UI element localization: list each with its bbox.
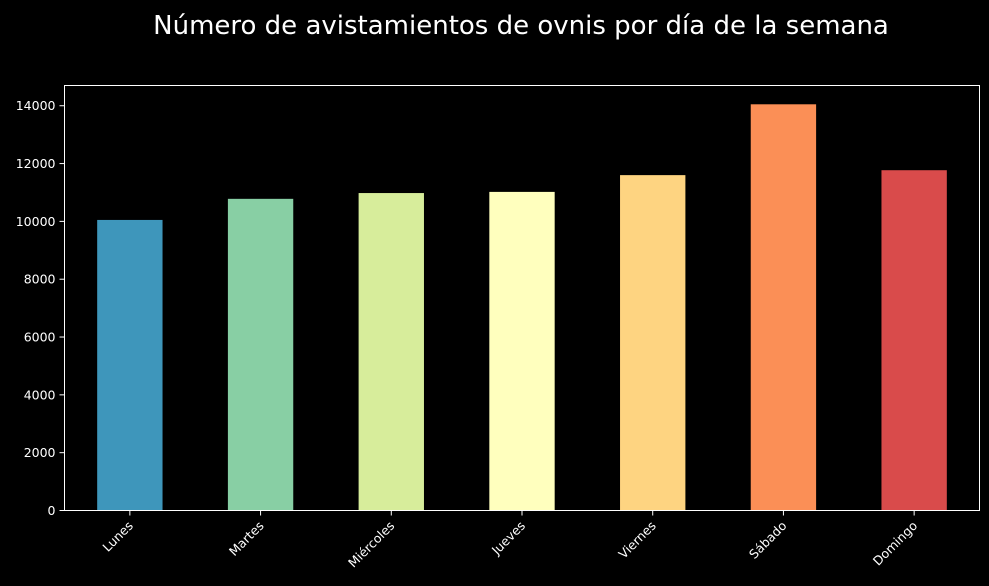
x-tick-label: Martes <box>226 518 267 559</box>
bar-sabado <box>750 104 817 511</box>
bar-lunes <box>97 219 163 511</box>
plot-frame <box>64 85 980 511</box>
y-tick-label: 6000 <box>24 330 56 345</box>
y-tick-label: 2000 <box>24 445 56 460</box>
x-tick-label: Sábado <box>746 518 790 562</box>
bar-miercoles <box>358 193 424 511</box>
x-axis-ticks: Lunes Martes Miércoles Jueves Viernes Sábado D… <box>99 510 921 570</box>
x-tick-label: Viernes <box>615 518 658 561</box>
x-tick-label: Lunes <box>99 518 136 555</box>
y-tick-label: 4000 <box>24 387 56 402</box>
bar-jueves <box>489 191 555 511</box>
y-axis-ticks: 0 2000 4000 6000 8000 10000 12000 14000 <box>16 98 65 518</box>
y-tick-label: 8000 <box>24 272 56 287</box>
y-tick-label: 12000 <box>16 156 56 171</box>
chart-title: Número de avistamientos de ovnis por día… <box>153 11 889 41</box>
bar-martes <box>227 198 294 511</box>
bar-viernes <box>620 175 686 511</box>
bars-layer <box>97 104 947 511</box>
y-tick-label: 10000 <box>16 214 56 229</box>
y-tick-label: 14000 <box>16 98 56 113</box>
y-tick-label: 0 <box>48 503 56 518</box>
bar-domingo <box>881 170 947 511</box>
x-tick-label: Miércoles <box>345 518 397 570</box>
x-tick-label: Domingo <box>870 518 921 569</box>
x-tick-label: Jueves <box>488 518 528 558</box>
